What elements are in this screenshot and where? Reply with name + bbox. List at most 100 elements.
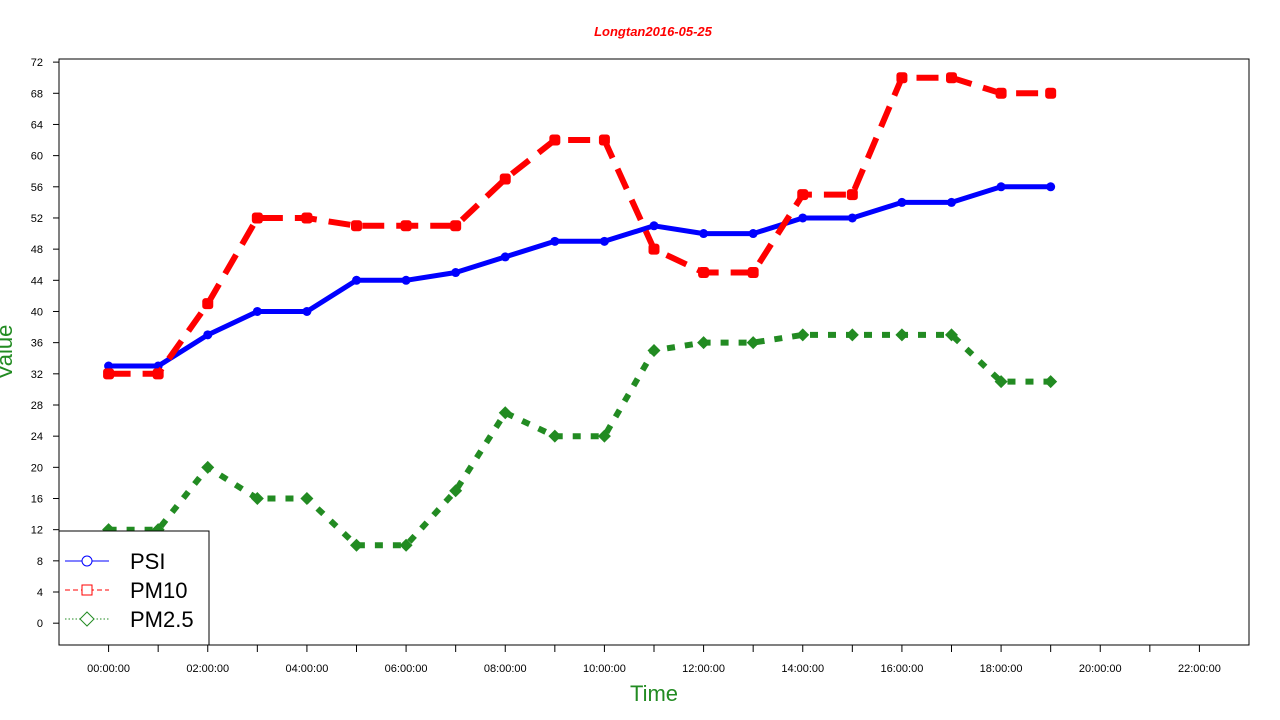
data-point-pm25 bbox=[350, 538, 363, 552]
series-line-pm25 bbox=[108, 331, 1051, 549]
x-tick-label: 02:00:00 bbox=[186, 663, 229, 675]
data-point-psi bbox=[847, 213, 857, 223]
y-tick-label: 0 bbox=[37, 618, 43, 630]
data-point-pm10 bbox=[103, 368, 115, 380]
y-tick-label: 24 bbox=[31, 431, 43, 443]
x-tick-label: 08:00:00 bbox=[484, 663, 527, 675]
y-tick-label: 12 bbox=[31, 525, 43, 537]
legend-label-pm25: PM2.5 bbox=[130, 607, 194, 632]
data-point-psi bbox=[947, 197, 956, 207]
data-point-psi bbox=[352, 275, 361, 285]
data-point-psi bbox=[1046, 182, 1056, 192]
data-point-pm10 bbox=[400, 220, 412, 232]
data-point-pm25 bbox=[1044, 375, 1058, 389]
data-point-psi bbox=[649, 221, 659, 231]
data-point-psi bbox=[500, 252, 510, 262]
data-point-pm10 bbox=[202, 298, 214, 310]
data-point-pm10 bbox=[499, 173, 511, 185]
data-point-pm25 bbox=[449, 484, 463, 498]
data-point-psi bbox=[897, 197, 907, 207]
data-point-pm25 bbox=[994, 375, 1008, 389]
data-point-psi bbox=[203, 330, 213, 340]
chart-title: Longtan2016-05-25 bbox=[594, 24, 713, 39]
y-tick-label: 4 bbox=[37, 587, 43, 599]
data-point-psi bbox=[451, 268, 461, 278]
y-tick-label: 48 bbox=[31, 244, 43, 256]
data-point-pm25 bbox=[250, 492, 264, 505]
data-point-pm10 bbox=[698, 267, 710, 279]
data-point-pm25 bbox=[845, 328, 859, 342]
data-point-pm25 bbox=[300, 492, 314, 505]
y-tick-label: 60 bbox=[31, 151, 43, 163]
data-point-pm10 bbox=[598, 134, 610, 146]
data-point-pm10 bbox=[1045, 87, 1057, 99]
legend-marker-psi bbox=[81, 555, 93, 567]
data-point-pm25 bbox=[647, 343, 661, 357]
data-point-pm10 bbox=[896, 72, 908, 84]
data-point-pm25 bbox=[498, 406, 512, 420]
x-tick-label: 04:00:00 bbox=[286, 663, 329, 675]
data-point-psi bbox=[748, 229, 758, 239]
data-point-pm10 bbox=[450, 220, 462, 232]
series-line-psi bbox=[106, 184, 1054, 369]
y-tick-label: 36 bbox=[31, 338, 43, 350]
y-tick-label: 20 bbox=[31, 462, 43, 474]
legend-label-pm10: PM10 bbox=[130, 578, 187, 603]
data-point-pm10 bbox=[648, 243, 660, 255]
data-point-psi bbox=[996, 182, 1006, 192]
data-point-pm10 bbox=[152, 368, 164, 380]
data-point-psi bbox=[252, 306, 262, 316]
data-point-psi bbox=[550, 236, 560, 246]
data-point-pm10 bbox=[747, 267, 759, 279]
data-point-pm10 bbox=[946, 72, 957, 84]
data-point-pm25 bbox=[697, 336, 711, 350]
data-point-pm10 bbox=[351, 220, 362, 232]
data-point-pm25 bbox=[746, 336, 760, 350]
y-tick-label: 28 bbox=[31, 400, 43, 412]
legend: PSI PM10 PM2.5 bbox=[58, 530, 210, 646]
data-point-psi bbox=[401, 275, 411, 285]
x-tick-label: 18:00:00 bbox=[980, 663, 1023, 675]
x-axis: 00:00:00 02:00:00 04:00:00 06:00:00 08:00:00… bbox=[87, 645, 1221, 675]
x-tick-label: 06:00:00 bbox=[385, 663, 428, 675]
y-tick-label: 8 bbox=[37, 556, 43, 568]
x-tick-label: 00:00:00 bbox=[87, 663, 130, 675]
data-point-pm10 bbox=[549, 134, 561, 146]
x-tick-label: 14:00:00 bbox=[781, 663, 824, 675]
y-tick-label: 64 bbox=[31, 119, 43, 131]
data-point-pm25 bbox=[796, 328, 810, 342]
data-point-psi bbox=[798, 213, 808, 223]
data-point-pm25 bbox=[597, 429, 611, 443]
x-tick-label: 16:00:00 bbox=[881, 663, 924, 675]
data-point-psi bbox=[302, 306, 312, 316]
data-point-psi bbox=[599, 236, 609, 246]
y-tick-label: 40 bbox=[31, 306, 43, 318]
x-tick-label: 12:00:00 bbox=[682, 663, 725, 675]
y-tick-label: 68 bbox=[31, 88, 43, 100]
legend-label-psi: PSI bbox=[130, 549, 165, 574]
data-point-psi bbox=[104, 361, 114, 371]
y-tick-label: 44 bbox=[31, 275, 43, 287]
legend-marker-pm25 bbox=[79, 611, 95, 627]
series-layer bbox=[102, 72, 1058, 552]
y-tick-label: 52 bbox=[31, 213, 43, 225]
x-tick-label: 22:00:00 bbox=[1178, 663, 1221, 675]
data-point-pm10 bbox=[301, 212, 313, 224]
legend-marker-pm10 bbox=[81, 584, 93, 596]
y-axis-title: Value bbox=[0, 325, 17, 380]
data-point-pm25 bbox=[548, 429, 562, 443]
x-tick-label: 20:00:00 bbox=[1079, 663, 1122, 675]
data-point-pm25 bbox=[895, 328, 909, 342]
y-tick-label: 56 bbox=[31, 182, 43, 194]
data-point-pm25 bbox=[201, 460, 215, 474]
x-tick-label: 10:00:00 bbox=[583, 663, 626, 675]
data-point-pm10 bbox=[797, 189, 809, 201]
data-point-pm25 bbox=[399, 538, 413, 552]
data-point-psi bbox=[699, 229, 709, 239]
y-tick-label: 72 bbox=[31, 57, 43, 69]
y-tick-label: 32 bbox=[31, 369, 43, 381]
data-point-pm10 bbox=[846, 189, 858, 201]
y-tick-label: 16 bbox=[31, 494, 43, 506]
